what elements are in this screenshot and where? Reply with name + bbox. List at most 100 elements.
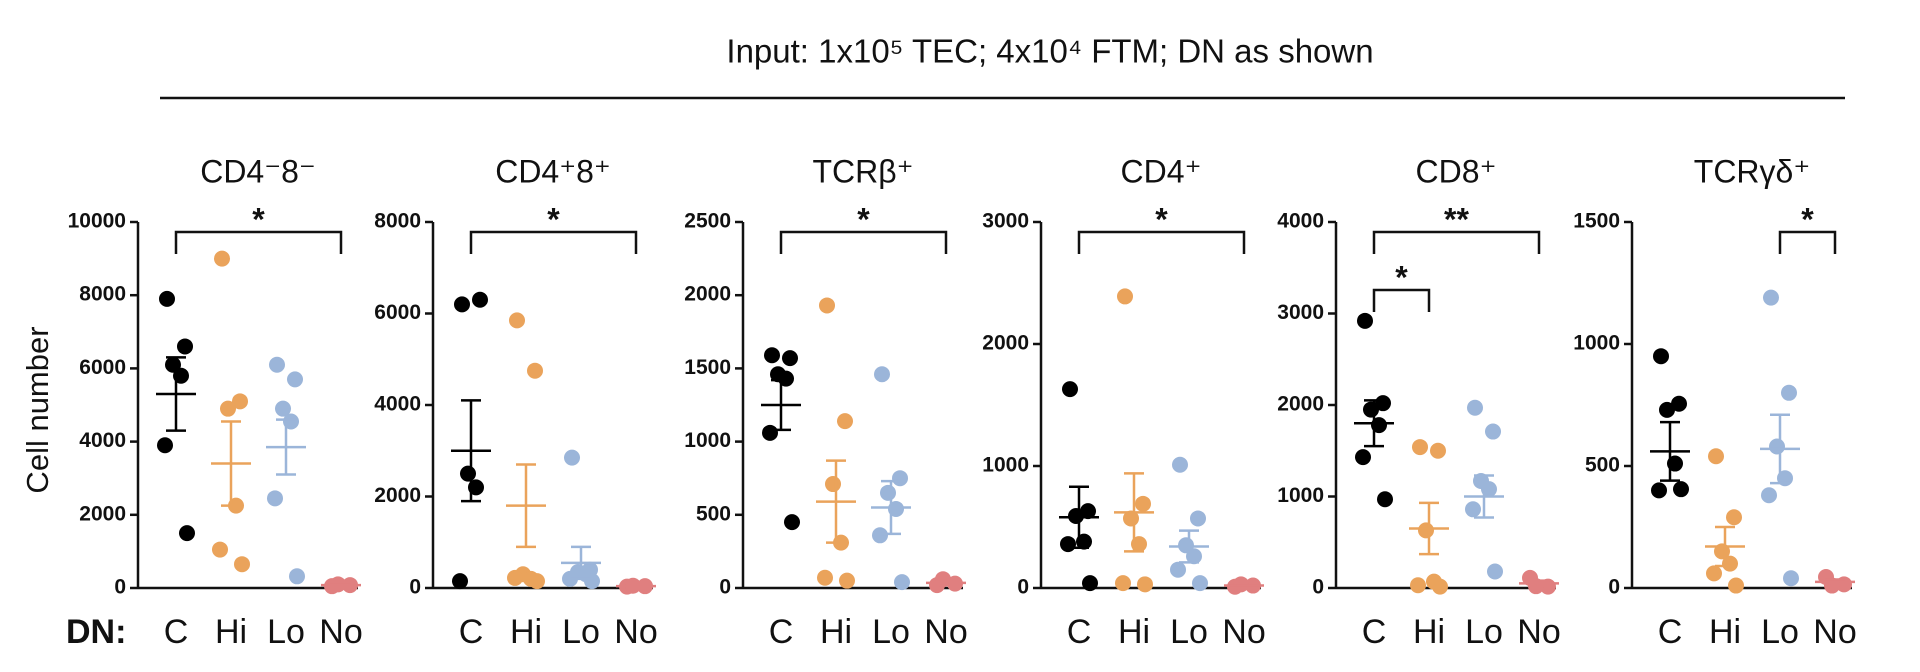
panel-title: CD8⁺ [1416, 153, 1497, 189]
data-point [1135, 495, 1151, 512]
data-point [839, 572, 855, 589]
data-point [894, 574, 910, 591]
data-point [529, 573, 545, 590]
data-point [232, 393, 248, 410]
panel-title: TCRγδ⁺ [1694, 153, 1810, 189]
y-tick-label: 0 [409, 576, 421, 599]
data-point [1465, 501, 1481, 518]
data-point [1192, 575, 1208, 592]
x-tick-label: No [1517, 613, 1560, 651]
data-point [1363, 401, 1379, 418]
data-point [269, 356, 285, 373]
x-tick-label: C [459, 613, 484, 651]
data-point [1781, 384, 1797, 401]
data-point [562, 570, 578, 587]
data-point [1763, 289, 1779, 306]
significance-bracket [1077, 230, 1246, 254]
data-point [819, 297, 835, 314]
x-tick-label: Lo [872, 613, 910, 651]
data-point [177, 338, 193, 355]
data-point [764, 347, 780, 364]
data-point [880, 484, 896, 501]
data-point [507, 569, 523, 586]
y-tick-label: 1000 [684, 429, 731, 452]
x-tick-label: No [1222, 613, 1265, 651]
significance-label: * [547, 201, 560, 237]
data-point [214, 250, 230, 267]
y-tick-label: 6000 [374, 301, 421, 324]
data-point [1137, 576, 1153, 593]
significance-label: * [252, 201, 265, 237]
significance-bracket [779, 230, 948, 254]
data-point [1062, 381, 1078, 398]
data-point [782, 350, 798, 367]
y-tick-label: 0 [719, 576, 731, 599]
data-point [267, 490, 283, 507]
y-tick-label: 3000 [982, 210, 1029, 233]
x-tick-label: No [1813, 613, 1856, 651]
y-tick-label: 500 [696, 502, 731, 525]
x-tick-label: No [319, 613, 362, 651]
significance-bracket [174, 230, 343, 254]
significance-label: * [1395, 259, 1408, 295]
data-point [762, 424, 778, 441]
data-point [1115, 575, 1131, 592]
x-tick-label: Hi [510, 613, 542, 651]
data-point [1410, 577, 1426, 594]
y-tick-label: 3000 [1277, 301, 1324, 324]
x-tick-label: Lo [562, 613, 600, 651]
panel-title: CD4⁺ [1121, 153, 1202, 189]
panel: CD4⁺ 0 1000 2000 3000 C Hi Lo No * [982, 153, 1265, 651]
data-point [1432, 578, 1448, 595]
data-point [1172, 456, 1188, 473]
data-point [1357, 312, 1373, 329]
figure-title: Input: 1x10⁵ TEC; 4x10⁴ FTM; DN as shown [726, 33, 1373, 70]
y-tick-label: 500 [1585, 454, 1620, 477]
data-point [1651, 482, 1667, 499]
data-point [1726, 509, 1742, 526]
data-point [1728, 577, 1744, 594]
y-tick-label: 10000 [68, 210, 126, 233]
x-tick-label: Lo [1761, 613, 1799, 651]
x-tick-label: No [924, 613, 967, 651]
y-tick-label: 8000 [79, 283, 126, 306]
x-tick-label: C [1067, 613, 1092, 651]
y-tick-label: 2000 [684, 283, 731, 306]
y-tick-label: 1000 [1573, 332, 1620, 355]
data-point [1170, 561, 1186, 578]
y-axis-label: Cell number [20, 326, 55, 493]
data-point [1375, 395, 1391, 412]
x-tick-label: Lo [1465, 613, 1503, 651]
data-point [212, 541, 228, 558]
x-tick-label: Hi [1118, 613, 1150, 651]
data-point [1769, 438, 1785, 455]
data-point [1708, 448, 1724, 465]
data-point [179, 525, 195, 542]
x-tick-label: No [614, 613, 657, 651]
x-tick-label: C [1362, 613, 1387, 651]
x-tick-label: Hi [1709, 613, 1741, 651]
data-point [220, 400, 236, 417]
data-point [1412, 439, 1428, 456]
data-point [527, 362, 543, 379]
panel: CD4⁺8⁺ 0 2000 4000 6000 8000 C Hi Lo No * [374, 153, 657, 651]
data-point [892, 470, 908, 487]
x-tick-label: Hi [1413, 613, 1445, 651]
data-point [157, 437, 173, 454]
panel-title: TCRβ⁺ [812, 153, 913, 189]
y-tick-label: 0 [1312, 576, 1324, 599]
y-tick-label: 1500 [684, 356, 731, 379]
data-point [1467, 399, 1483, 416]
y-tick-label: 6000 [79, 356, 126, 379]
data-point [874, 366, 890, 383]
y-tick-label: 4000 [374, 393, 421, 416]
y-tick-label: 0 [1017, 576, 1029, 599]
significance-bracket [1372, 288, 1431, 312]
data-point [1190, 510, 1206, 527]
x-tick-label: Hi [820, 613, 852, 651]
x-tick-label: Lo [1170, 613, 1208, 651]
panel: CD4⁻8⁻ 0 2000 4000 6000 8000 10000 C Hi Lo No * [68, 153, 363, 651]
y-tick-label: 2000 [982, 332, 1029, 355]
